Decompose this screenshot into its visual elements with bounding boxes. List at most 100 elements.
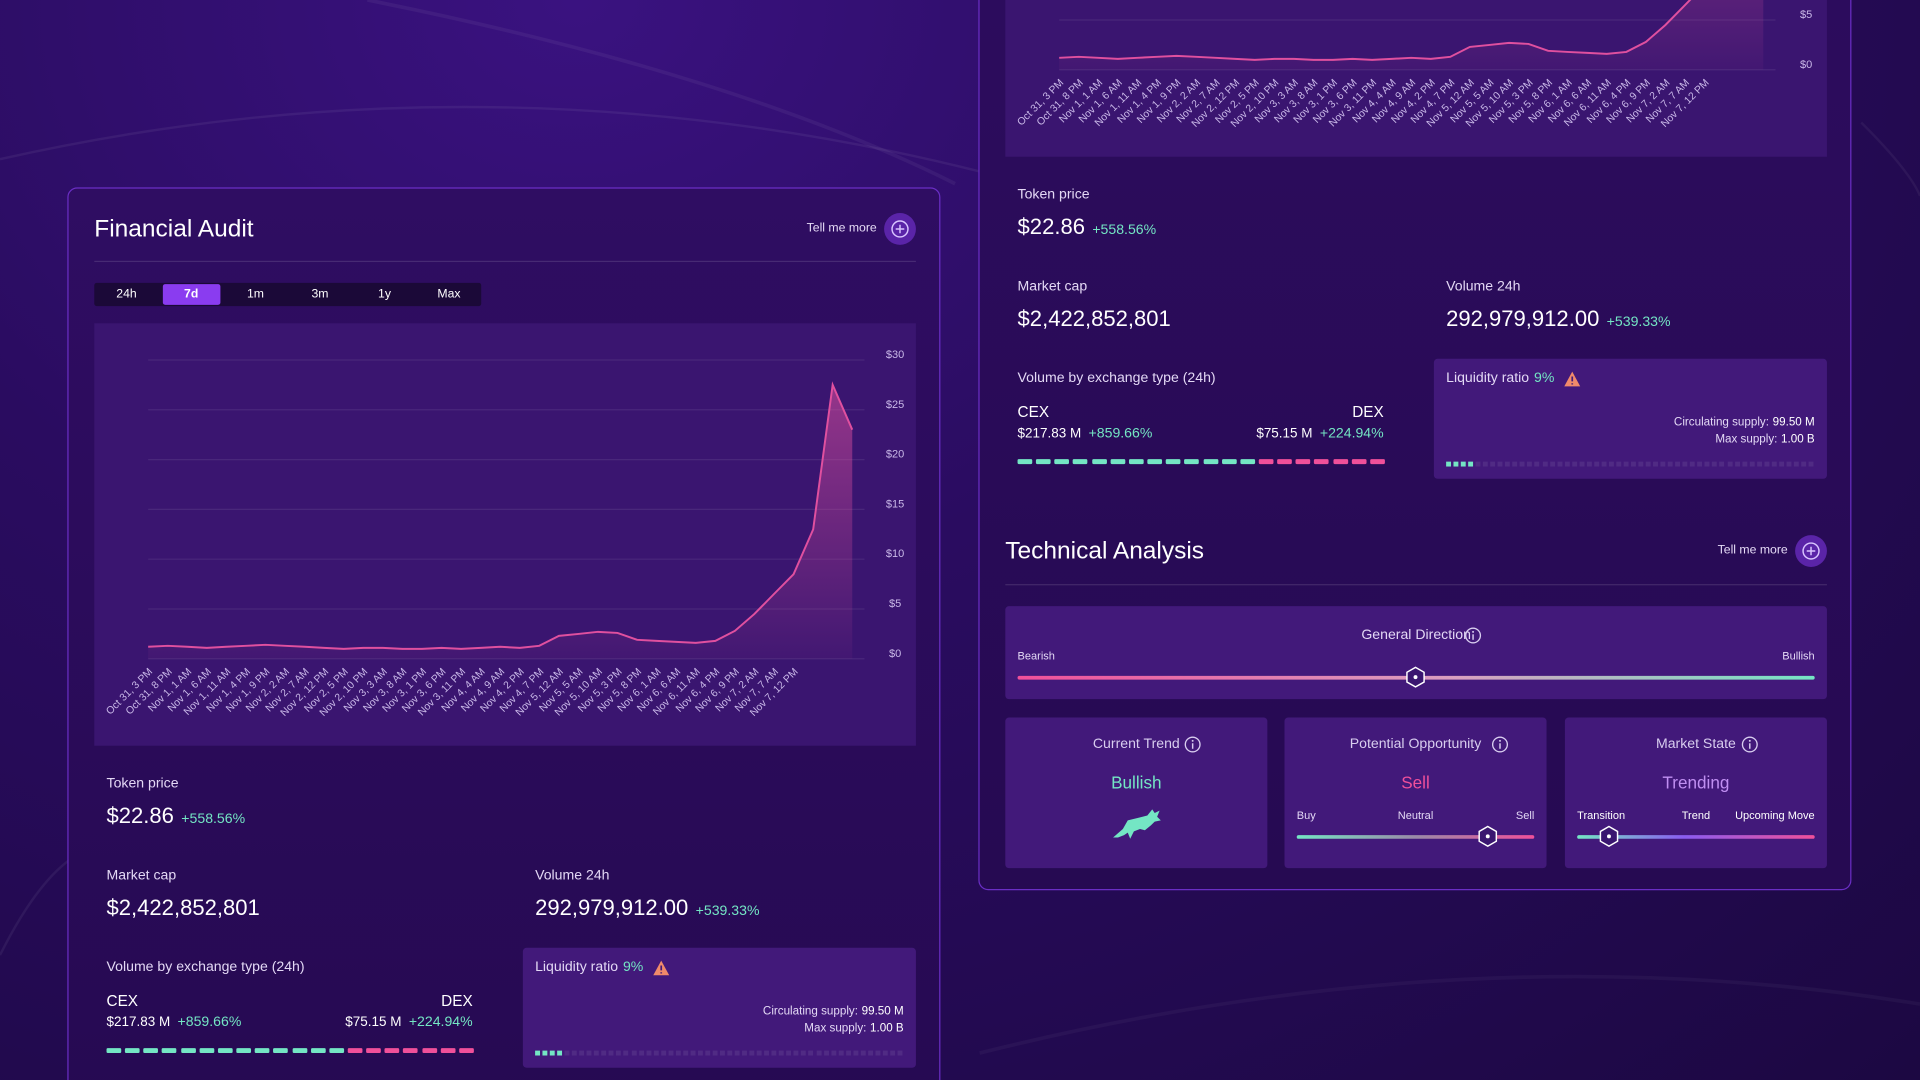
info-icon (1465, 627, 1482, 644)
exchange-segment (329, 1048, 344, 1054)
liquidity-dot (1764, 461, 1770, 467)
liquidity-dot (779, 1050, 785, 1056)
liquidity-dot (594, 1050, 600, 1056)
tell-more-button[interactable] (1795, 535, 1827, 567)
exchange-segment (1314, 459, 1330, 465)
card-label: Potential Opportunity (1349, 737, 1482, 752)
stat-label: Volume 24h (535, 868, 610, 883)
liquidity-dot (808, 1050, 814, 1056)
exchange-segment (421, 1048, 437, 1054)
liquidity-dot (668, 1050, 674, 1056)
line (1059, 0, 1692, 61)
tab[interactable]: 24h (116, 287, 137, 302)
liquidity-dot (890, 1050, 895, 1056)
y-tick-label: $5 (889, 598, 901, 610)
exchange-segment (1091, 459, 1107, 465)
supply-value: 1.00 B (870, 1021, 904, 1036)
liquidity-dot (1741, 461, 1747, 467)
liquidity-dot (609, 1050, 614, 1056)
scale-label: Upcoming Move (1735, 809, 1815, 822)
liquidity-dot (675, 1050, 681, 1056)
card-value: Bullish (1111, 772, 1162, 793)
exchange-name: CEX (1017, 403, 1050, 421)
liquidity-dot (1527, 461, 1533, 467)
liquidity-dot (623, 1050, 629, 1056)
separator (1005, 584, 1827, 586)
exchange-segment (403, 1048, 419, 1054)
exchange-segment (1258, 459, 1274, 465)
liquidity-dot (601, 1050, 607, 1056)
liquidity-dot (1542, 461, 1548, 467)
exchange-segment (347, 1048, 363, 1054)
warning-icon (653, 960, 670, 976)
exchange-change: +224.94% (408, 1015, 473, 1030)
liquidity-dot (586, 1050, 592, 1056)
liquidity-dot (535, 1050, 540, 1056)
liquidity-label: Liquidity ratio 9% (1446, 371, 1555, 386)
exchange-segment (1240, 459, 1255, 465)
button-ring (1802, 542, 1820, 560)
stat-change: +539.33% (1606, 314, 1671, 330)
scale-label: Transition (1577, 809, 1626, 822)
exchange-name: CEX (106, 992, 139, 1010)
liquidity-dot (838, 1050, 844, 1056)
info-dot (1192, 739, 1195, 742)
tab[interactable]: 1y (378, 287, 391, 302)
liquidity-dot (845, 1050, 851, 1056)
exchange-segment (236, 1048, 252, 1054)
tab[interactable]: Max (437, 287, 461, 302)
exchange-change: +859.66% (1088, 426, 1153, 441)
liquidity-dot (572, 1050, 577, 1056)
liquidity-dot (1549, 461, 1555, 467)
scale-label: Sell (1515, 809, 1535, 822)
panel-title: Financial Audit (94, 215, 254, 243)
warning-icon (1564, 371, 1581, 387)
stat-value: $22.86 +558.56% (1017, 214, 1157, 240)
exchange-segment (366, 1048, 381, 1054)
scale-bar (1577, 835, 1815, 839)
exchange-segment (217, 1048, 233, 1054)
liquidity-dot (1778, 461, 1784, 467)
liquidity-dot (727, 1050, 733, 1056)
stat-value: $2,422,852,801 (106, 895, 260, 920)
exchange-segment (199, 1048, 214, 1054)
exchange-segment (1017, 459, 1033, 465)
liquidity-dot (830, 1050, 836, 1056)
liquidity-dot (1446, 461, 1452, 467)
liquidity-dot (734, 1050, 740, 1056)
stat-label: Volume 24h (1446, 279, 1521, 295)
exchange-value: $217.83 M +859.66% (1017, 426, 1153, 441)
analysis-card: Current Trend Bullish (1005, 717, 1268, 869)
tell-more-button[interactable] (884, 213, 916, 245)
liquidity-dot (1771, 461, 1777, 467)
liquidity-dot (564, 1050, 570, 1056)
liquidity-dot (705, 1050, 711, 1056)
liquidity-dot (1453, 461, 1459, 467)
liquidity-dot (1616, 461, 1622, 467)
liquidity-dot (1631, 461, 1636, 467)
supply-label: Max supply: 1.00 B (1715, 432, 1815, 447)
stat-label: Volume by exchange type (24h) (106, 960, 305, 975)
liquidity-dot (1460, 461, 1466, 467)
liquidity-dot (1557, 461, 1562, 467)
liquidity-dot (1675, 461, 1681, 467)
liquidity-label: Liquidity ratio 9% (535, 960, 644, 975)
tab[interactable]: 7d (162, 284, 220, 305)
exchange-segment (254, 1048, 270, 1054)
stat-value: 292,979,912.00 +539.33% (535, 895, 760, 920)
tab[interactable]: 3m (311, 287, 329, 302)
area (148, 384, 853, 659)
exchange-segment (1054, 459, 1070, 465)
info-ring (1741, 736, 1758, 753)
exchange-segment (292, 1048, 307, 1054)
exchange-segment (384, 1048, 400, 1054)
liquidity-dot (1756, 461, 1762, 467)
stat-change: +539.33% (695, 903, 760, 919)
tab[interactable]: 1m (246, 287, 265, 302)
exchange-segment (162, 1048, 177, 1054)
liquidity-dot (1645, 461, 1651, 467)
